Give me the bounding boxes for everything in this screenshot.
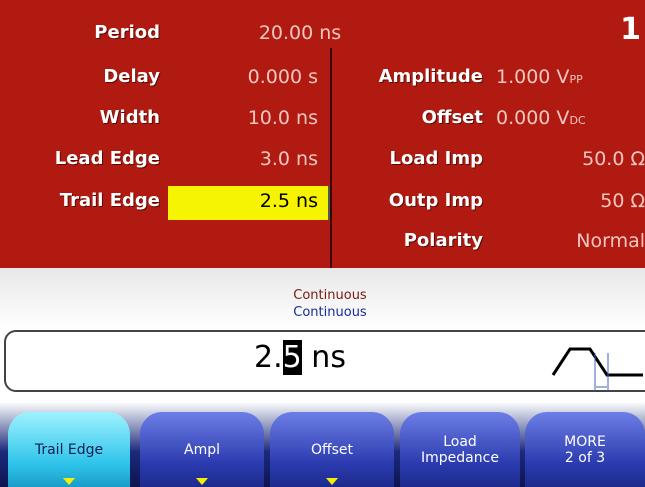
entry-text: 2. — [254, 340, 283, 375]
param-label: Offset — [300, 107, 483, 128]
param-value: Normal — [445, 230, 645, 252]
softkey-label: 2 of 3 — [525, 450, 645, 466]
period-label: Period — [0, 22, 160, 43]
status-line: Continuous — [230, 288, 430, 303]
screen: Period 20.00 ns 1 Continuous Continuous … — [0, 0, 645, 487]
softkey[interactable]: Trail Edge — [8, 412, 130, 487]
softkey-label: MORE — [525, 434, 645, 450]
period-value: 20.00 ns — [200, 22, 400, 44]
param-value: 1.000 VPP — [496, 66, 645, 88]
param-label: Lead Edge — [0, 148, 160, 169]
param-value: 50 Ω — [445, 190, 645, 212]
softkey-label: Offset — [270, 442, 394, 458]
entry-value: 2.5 ns — [180, 340, 420, 375]
param-label: Width — [0, 107, 160, 128]
param-value: 2.5 ns — [160, 190, 318, 212]
param-label: Trail Edge — [0, 190, 160, 211]
entry-text: ns — [302, 340, 346, 375]
param-value: 10.0 ns — [160, 107, 318, 129]
param-value-text: 1.000 V — [496, 66, 569, 88]
param-value-text: 50.0 Ω — [582, 148, 645, 170]
softkey-label: Ampl — [140, 442, 264, 458]
unit-subscript: DC — [569, 114, 585, 127]
softkey[interactable]: Ampl — [140, 412, 264, 487]
param-value-text: 50 Ω — [600, 190, 645, 212]
softkey[interactable]: Offset — [270, 412, 394, 487]
param-value: 3.0 ns — [160, 148, 318, 170]
param-value: 0.000 VDC — [496, 107, 645, 129]
softkey-label: Trail Edge — [8, 442, 130, 458]
softkey-indicator — [196, 478, 208, 485]
softkey-indicator — [326, 478, 338, 485]
softkey-label: Load — [400, 434, 520, 450]
edge-icon — [545, 333, 645, 393]
channel-number: 1 — [620, 12, 641, 47]
param-label: Amplitude — [300, 66, 483, 87]
status-line: Continuous — [230, 305, 430, 320]
softkey-label: Impedance — [400, 450, 520, 466]
softkey-indicator — [63, 478, 75, 485]
entry-cursor: 5 — [283, 340, 302, 375]
param-label: Delay — [0, 66, 160, 87]
param-value: 0.000 s — [160, 66, 318, 88]
param-value-text: Normal — [576, 230, 645, 252]
unit-subscript: PP — [569, 73, 582, 86]
param-value-text: 0.000 V — [496, 107, 569, 129]
waveform — [553, 349, 643, 375]
param-value: 50.0 Ω — [445, 148, 645, 170]
